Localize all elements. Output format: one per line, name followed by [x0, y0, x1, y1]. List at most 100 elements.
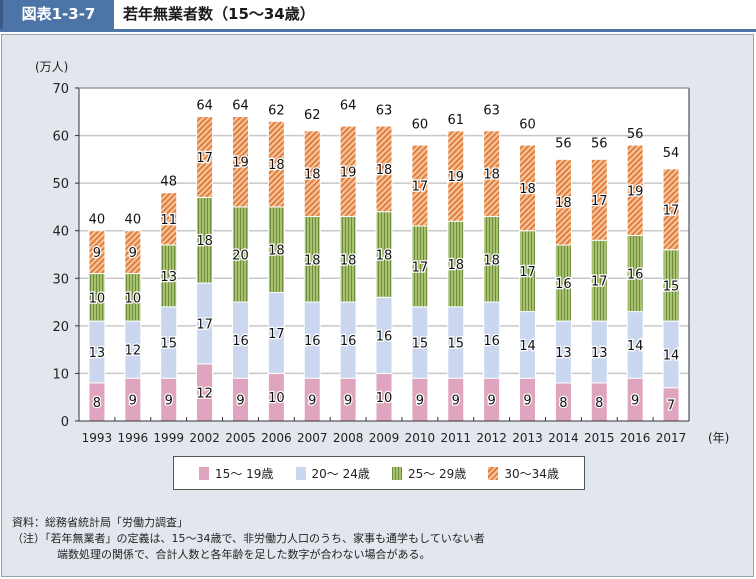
segment-value-label: 18 — [268, 244, 285, 259]
segment-value-label: 18 — [268, 158, 285, 173]
legend-swatch-green-striped — [391, 466, 402, 480]
segment-value-label: 18 — [340, 253, 357, 268]
segment-value-label: 15 — [663, 279, 680, 294]
x-tick-label: 2014 — [548, 431, 579, 445]
segment-value-label: 17 — [591, 275, 608, 290]
x-tick-label: 2005 — [225, 431, 256, 445]
y-tick-label: 70 — [52, 82, 69, 97]
bar-segment-4 — [590, 158, 608, 241]
segment-value-label: 9 — [452, 394, 460, 409]
segment-value-label: 18 — [555, 196, 572, 211]
segment-value-label: 16 — [555, 277, 572, 292]
segment-value-label: 19 — [232, 156, 249, 171]
legend-item-15-19: 15～ 19歳 — [199, 465, 273, 482]
y-tick-label: 20 — [52, 320, 69, 335]
bar-segment-4 — [554, 158, 572, 246]
segment-value-label: 9 — [236, 394, 244, 409]
segment-value-label: 9 — [344, 394, 352, 409]
chart-notes: 資料：総務省統計局「労働力調査」 （注）「若年無業者」の定義は、15～34歳で、… — [12, 515, 485, 563]
x-tick-label: 2008 — [333, 431, 364, 445]
segment-value-label: 15 — [447, 337, 464, 352]
segment-value-label: 18 — [519, 182, 536, 197]
segment-value-label: 16 — [627, 268, 644, 283]
segment-value-label: 12 — [196, 386, 213, 401]
legend-label: 20～ 24歳 — [311, 466, 370, 481]
x-tick-label: 2002 — [189, 431, 220, 445]
segment-value-label: 9 — [129, 394, 137, 409]
segment-value-label: 14 — [519, 339, 536, 354]
x-tick-label: 2015 — [584, 431, 615, 445]
segment-value-label: 17 — [412, 180, 429, 195]
x-tick-label: 2006 — [261, 431, 292, 445]
x-tick-label: 2017 — [656, 431, 687, 445]
x-tick-label: 1999 — [153, 431, 184, 445]
segment-value-label: 11 — [160, 213, 177, 228]
figure-title: 若年無業者数（15～34歳） — [123, 5, 315, 23]
y-tick-label: 0 — [61, 415, 69, 430]
bar-total-label: 56 — [555, 137, 572, 152]
segment-value-label: 19 — [340, 165, 357, 180]
figure-number: 図表1-3-7 — [0, 0, 114, 29]
bar-total-label: 54 — [663, 146, 680, 161]
y-tick-label: 40 — [52, 225, 69, 240]
segment-value-label: 15 — [160, 337, 177, 352]
segment-value-label: 19 — [627, 184, 644, 199]
segment-value-label: 18 — [483, 253, 500, 268]
segment-value-label: 7 — [667, 398, 675, 413]
segment-value-label: 17 — [196, 317, 213, 332]
segment-value-label: 9 — [523, 394, 531, 409]
segment-value-label: 10 — [268, 391, 285, 406]
segment-value-label: 8 — [595, 396, 603, 411]
segment-value-label: 18 — [483, 168, 500, 183]
source-note: 資料：総務省統計局「労働力調査」 — [12, 516, 188, 529]
segment-value-label: 9 — [631, 394, 639, 409]
bar-segment-4 — [483, 130, 501, 217]
bar-segment-4 — [88, 230, 106, 275]
bar-segment-4 — [231, 116, 249, 208]
bar-total-label: 40 — [89, 213, 106, 228]
bar-segment-4 — [375, 125, 393, 213]
segment-value-label: 13 — [555, 346, 572, 361]
segment-value-label: 12 — [125, 344, 142, 359]
bar-segment-4 — [303, 130, 321, 217]
segment-value-label: 10 — [125, 291, 142, 306]
bar-total-label: 56 — [591, 137, 608, 152]
x-tick-label: 2013 — [512, 431, 543, 445]
legend-item-30-34: 30～34歳 — [488, 465, 559, 482]
header-rule — [0, 29, 756, 32]
bar-segment-4 — [160, 192, 178, 246]
segment-value-label: 18 — [196, 234, 213, 249]
segment-value-label: 18 — [376, 163, 393, 178]
x-tick-label: 1996 — [118, 431, 149, 445]
segment-value-label: 9 — [416, 394, 424, 409]
x-axis-unit-label: (年) — [708, 431, 729, 445]
y-tick-label: 30 — [52, 272, 69, 287]
bar-total-label: 63 — [376, 103, 393, 118]
segment-value-label: 10 — [376, 391, 393, 406]
bar-segment-4 — [519, 144, 537, 232]
segment-value-label: 20 — [232, 249, 249, 264]
figure-header: 図表1-3-7 若年無業者数（15～34歳） — [0, 0, 756, 32]
segment-value-label: 17 — [268, 327, 285, 342]
segment-value-label: 17 — [519, 265, 536, 280]
segment-value-label: 13 — [591, 346, 608, 361]
segment-value-label: 16 — [304, 334, 321, 349]
bar-total-label: 61 — [447, 113, 464, 128]
bar-segment-4 — [124, 230, 142, 275]
bar-total-label: 64 — [196, 99, 213, 114]
bar-total-label: 60 — [412, 118, 429, 133]
bar-total-label: 40 — [125, 213, 142, 228]
bar-segment-4 — [411, 144, 429, 227]
segment-value-label: 19 — [447, 170, 464, 185]
segment-value-label: 8 — [93, 396, 101, 411]
segment-value-label: 9 — [308, 394, 316, 409]
x-tick-label: 2012 — [476, 431, 507, 445]
segment-value-label: 16 — [232, 334, 249, 349]
x-tick-label: 2011 — [440, 431, 471, 445]
segment-value-label: 18 — [304, 253, 321, 268]
y-tick-label: 60 — [52, 130, 69, 145]
segment-value-label: 18 — [304, 168, 321, 183]
definition-note: （注）「若年無業者」の定義は、15～34歳で、非労働力人口のうち、家事も通学もし… — [12, 531, 485, 547]
legend-label: 30～34歳 — [504, 466, 559, 481]
